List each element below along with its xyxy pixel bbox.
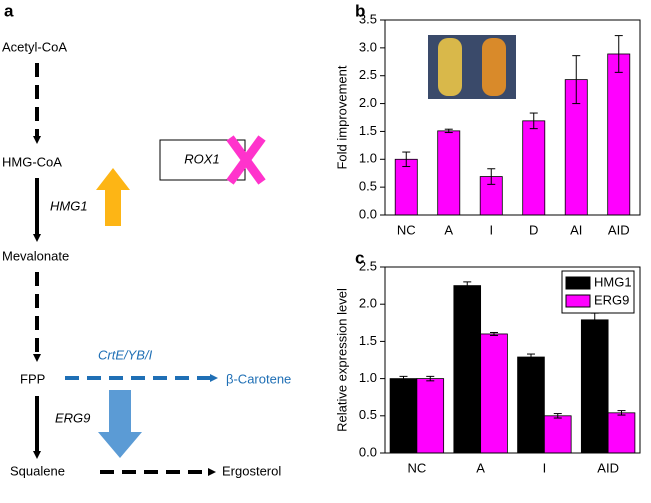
y-tick-label: 0.5 bbox=[359, 179, 377, 194]
y-tick-label: 0.0 bbox=[359, 444, 377, 459]
y-tick-label: 2.0 bbox=[359, 95, 377, 110]
bar bbox=[416, 378, 445, 454]
bar bbox=[389, 378, 418, 454]
bar bbox=[517, 356, 545, 454]
bar bbox=[580, 319, 609, 454]
node: Acetyl-CoA bbox=[2, 39, 67, 54]
x-tick-label: NC bbox=[397, 222, 416, 237]
gene-label: CrtE/YB/I bbox=[98, 347, 153, 362]
legend-label: HMG1 bbox=[594, 274, 632, 289]
panel-label: b bbox=[355, 1, 365, 20]
y-tick-label: 1.5 bbox=[359, 333, 377, 348]
y-tick-label: 2.5 bbox=[359, 258, 377, 273]
x-tick-label: AID bbox=[597, 460, 619, 475]
photo-inset bbox=[428, 35, 516, 99]
bar bbox=[437, 130, 461, 216]
plot-frame bbox=[384, 19, 641, 216]
legend-swatch bbox=[565, 294, 591, 308]
error-bar bbox=[402, 151, 411, 168]
error-bar bbox=[614, 35, 623, 73]
gene-label: ERG9 bbox=[55, 410, 90, 425]
plot-frame bbox=[384, 266, 641, 454]
up-arrow bbox=[96, 168, 130, 226]
error-bar bbox=[487, 168, 496, 185]
bar bbox=[607, 412, 636, 454]
panel-label: c bbox=[355, 248, 364, 267]
error-bar bbox=[553, 413, 562, 419]
node: Mevalonate bbox=[2, 248, 69, 263]
legend-label: ERG9 bbox=[594, 292, 629, 307]
x-tick-label: I bbox=[489, 222, 493, 237]
x-tick-label: D bbox=[529, 222, 538, 237]
y-tick-label: 2.5 bbox=[359, 67, 377, 82]
y-axis-label: Fold improvement bbox=[334, 65, 349, 169]
error-bar bbox=[572, 55, 581, 105]
legend-swatch bbox=[565, 276, 591, 290]
y-tick-label: 3.0 bbox=[359, 39, 377, 54]
bar bbox=[607, 53, 631, 216]
error-bar bbox=[526, 353, 535, 361]
gene-label: HMG1 bbox=[50, 198, 88, 213]
arrows bbox=[33, 63, 218, 476]
bar bbox=[480, 333, 508, 454]
y-tick-label: 2.0 bbox=[359, 296, 377, 311]
node: HMG-CoA bbox=[2, 154, 62, 169]
node: Squalene bbox=[10, 463, 65, 478]
bar bbox=[453, 285, 482, 454]
node: Ergosterol bbox=[222, 463, 281, 478]
x-tick-label: A bbox=[444, 222, 453, 237]
y-tick-label: 1.5 bbox=[359, 123, 377, 138]
error-bar bbox=[617, 410, 626, 416]
y-tick-label: 3.5 bbox=[359, 11, 377, 26]
error-bar bbox=[444, 128, 453, 134]
error-bar bbox=[399, 375, 408, 382]
bar bbox=[522, 120, 546, 216]
down-arrow bbox=[98, 390, 142, 458]
y-tick-label: 0.5 bbox=[359, 407, 377, 422]
knockout-cross bbox=[226, 135, 266, 185]
x-tick-label: AID bbox=[608, 222, 630, 237]
pathway-diagram: a Acetyl-CoA HMG-CoA Mevalonate FPP Squa… bbox=[2, 1, 291, 478]
error-bar bbox=[463, 281, 472, 290]
y-tick-label: 0.0 bbox=[359, 206, 377, 221]
y-tick-label: 1.0 bbox=[359, 370, 377, 385]
bar bbox=[394, 158, 418, 216]
node: β-Carotene bbox=[226, 371, 291, 386]
x-tick-label: I bbox=[543, 460, 547, 475]
node: FPP bbox=[20, 371, 45, 386]
bar bbox=[543, 415, 572, 454]
x-tick-label: NC bbox=[407, 460, 426, 475]
y-tick-label: 1.0 bbox=[359, 151, 377, 166]
panel-label: a bbox=[4, 1, 14, 20]
x-tick-label: A bbox=[476, 460, 485, 475]
x-tick-label: AI bbox=[570, 222, 582, 237]
error-bar bbox=[529, 112, 538, 130]
y-axis-label: Relative expression level bbox=[334, 288, 349, 432]
gene-label: ROX1 bbox=[184, 151, 219, 166]
error-bar bbox=[426, 375, 435, 382]
error-bar bbox=[490, 331, 499, 336]
